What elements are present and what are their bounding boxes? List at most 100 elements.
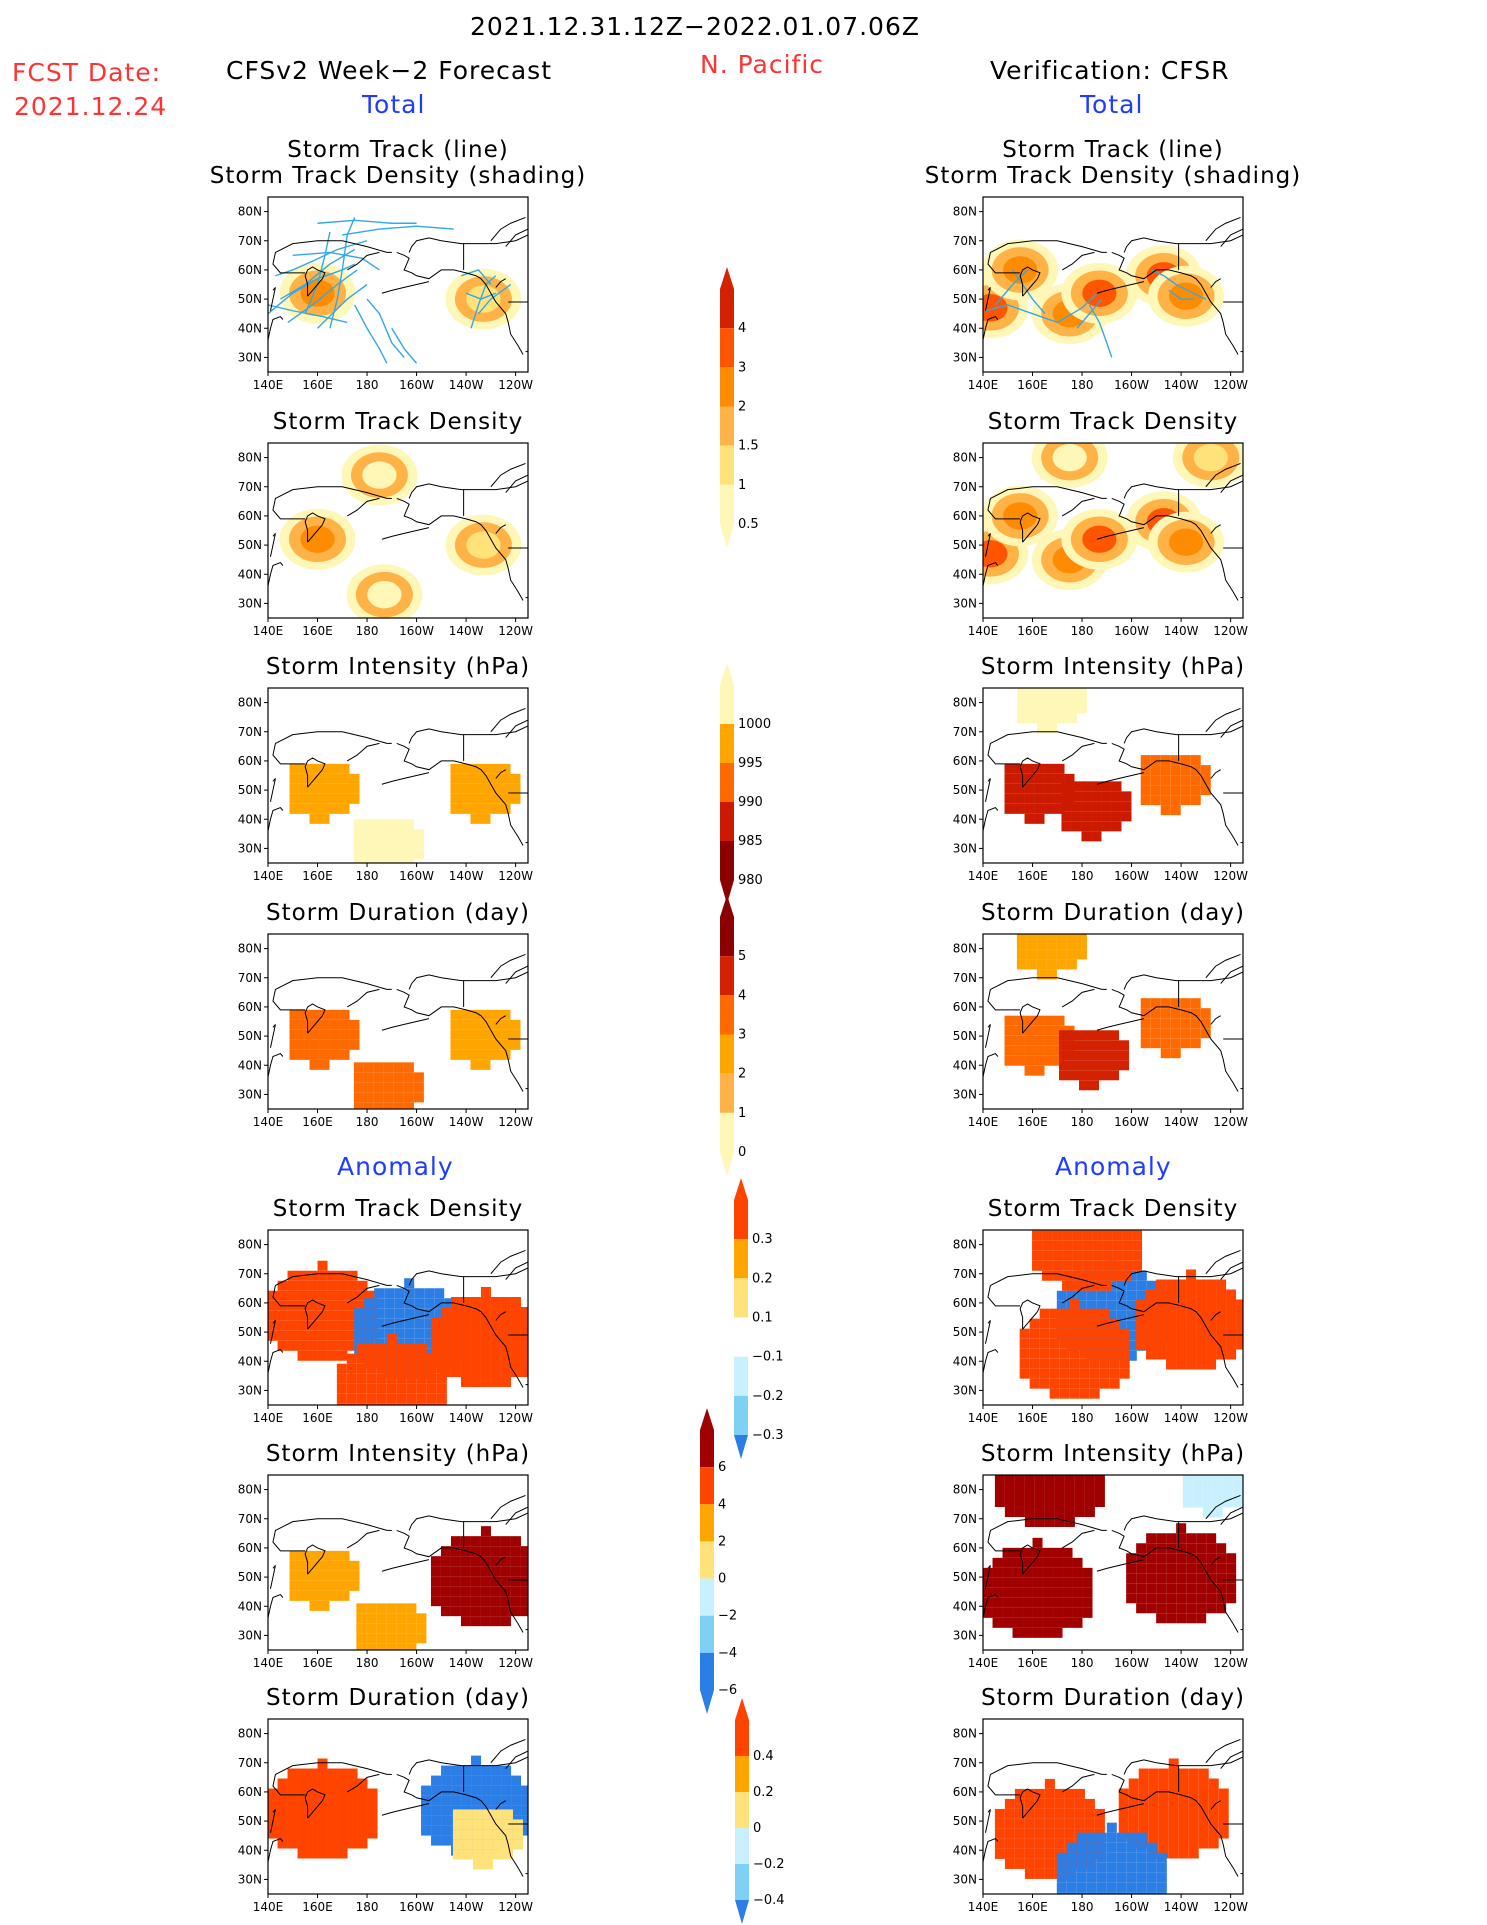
grid-cell [450, 1009, 461, 1020]
grid-cell [299, 1570, 310, 1581]
grid-cell [1232, 1477, 1243, 1488]
grid-cell [440, 1576, 451, 1587]
colorbar-swatch [734, 1239, 748, 1279]
grid-cell [1178, 1798, 1189, 1809]
colorbar-label: 1 [738, 478, 746, 493]
map-panel [264, 687, 529, 867]
grid-cell [339, 1570, 350, 1581]
grid-cell [383, 859, 394, 863]
grid-cell [364, 1298, 375, 1309]
grid-cell [1084, 1475, 1095, 1477]
density-shade [367, 580, 402, 609]
grid-cell [337, 1798, 348, 1809]
x-tick-label: 180 [356, 1411, 379, 1425]
grid-cell [1054, 1487, 1065, 1497]
grid-cell [1226, 1349, 1237, 1360]
x-tick-label: 160E [1017, 624, 1048, 638]
grid-cell [337, 1270, 348, 1281]
y-tick-label: 50N [238, 1570, 262, 1584]
grid-cell [383, 829, 394, 840]
grid-cell [1170, 755, 1181, 766]
colorbar-swatch [735, 1720, 749, 1756]
grid-cell [1138, 1788, 1149, 1799]
grid-cell [1178, 1838, 1189, 1849]
grid-cell [531, 1337, 541, 1347]
colorbar-swatch [720, 484, 734, 524]
grid-cell [1022, 1547, 1033, 1558]
grid-cell [431, 1785, 442, 1796]
grid-cell [1119, 1358, 1130, 1369]
grid-cell [1119, 1040, 1129, 1051]
density-shade [983, 294, 1008, 322]
grid-cell [450, 1576, 461, 1587]
grid-cell [1071, 821, 1082, 832]
colorbar-bottom-arrow [720, 524, 734, 548]
grid-cell [1042, 1250, 1053, 1261]
grid-cell [366, 1603, 377, 1614]
grid-cell [1089, 1040, 1099, 1051]
coastline [272, 240, 392, 274]
grid-cell [1054, 1818, 1065, 1829]
grid-cell [414, 1318, 425, 1329]
grid-cell [393, 1062, 404, 1073]
grid-cell [1086, 1842, 1097, 1853]
panel-title: Storm Track Density [988, 409, 1238, 435]
grid-cell [1062, 1240, 1073, 1251]
colorbar-swatch [735, 1792, 749, 1828]
grid-cell [1019, 1348, 1030, 1359]
grid-cell [1014, 1055, 1025, 1066]
grid-cell [373, 1062, 384, 1073]
grid-cell [490, 1029, 501, 1040]
grid-cell [357, 1838, 368, 1849]
grid-cell [1176, 1279, 1187, 1290]
grid-cell [1099, 1368, 1110, 1379]
grid-cell [1034, 1025, 1045, 1036]
grid-cell [299, 783, 310, 794]
grid-cell [450, 1039, 461, 1050]
grid-cell [470, 1596, 481, 1607]
y-tick-label: 70N [953, 1267, 977, 1281]
grid-cell [1180, 775, 1191, 786]
grid-cell [1140, 795, 1151, 806]
grid-cell [406, 1613, 417, 1624]
coastline [1061, 988, 1095, 1008]
grid-cell [1136, 1299, 1147, 1310]
grid-cell [384, 1308, 395, 1319]
grid-cell [440, 1586, 451, 1597]
grid-cell [1196, 1339, 1207, 1350]
grid-cell [1004, 1025, 1015, 1036]
grid-cell [472, 1819, 483, 1830]
grid-cell [1146, 1842, 1157, 1853]
colorbar-label: 1000 [738, 717, 771, 732]
grid-cell [373, 839, 384, 850]
grid-cell [339, 1550, 350, 1561]
x-tick-label: 160W [399, 378, 434, 392]
grid-cell [490, 1317, 501, 1327]
coastline [1210, 1800, 1221, 1810]
coastline [983, 1593, 999, 1619]
panel-title: Storm Duration (day) [981, 900, 1245, 926]
grid-cell [1168, 1848, 1179, 1859]
grid-cell [1044, 763, 1055, 774]
grid-cell [1150, 998, 1161, 1009]
grid-cell [500, 1317, 511, 1327]
grid-cell [481, 1765, 492, 1776]
grid-cell [337, 1768, 348, 1779]
grid-cell [1099, 1040, 1109, 1051]
grid-cell [289, 763, 300, 774]
grid-cell [1064, 1487, 1075, 1497]
grid-cell [289, 1009, 300, 1020]
grid-cell [1062, 1280, 1073, 1291]
grid-cell [1116, 1862, 1127, 1873]
grid-cell [424, 1288, 435, 1299]
y-tick-label: 50N [238, 292, 262, 306]
grid-cell [317, 1838, 328, 1849]
grid-cell [1004, 1487, 1015, 1497]
storm-track-line [1168, 289, 1194, 300]
grid-cell [327, 1768, 338, 1779]
storm-track-line [470, 275, 497, 329]
grid-cell [1099, 1060, 1109, 1071]
grid-cell [1176, 1349, 1187, 1360]
coastline [268, 561, 284, 587]
